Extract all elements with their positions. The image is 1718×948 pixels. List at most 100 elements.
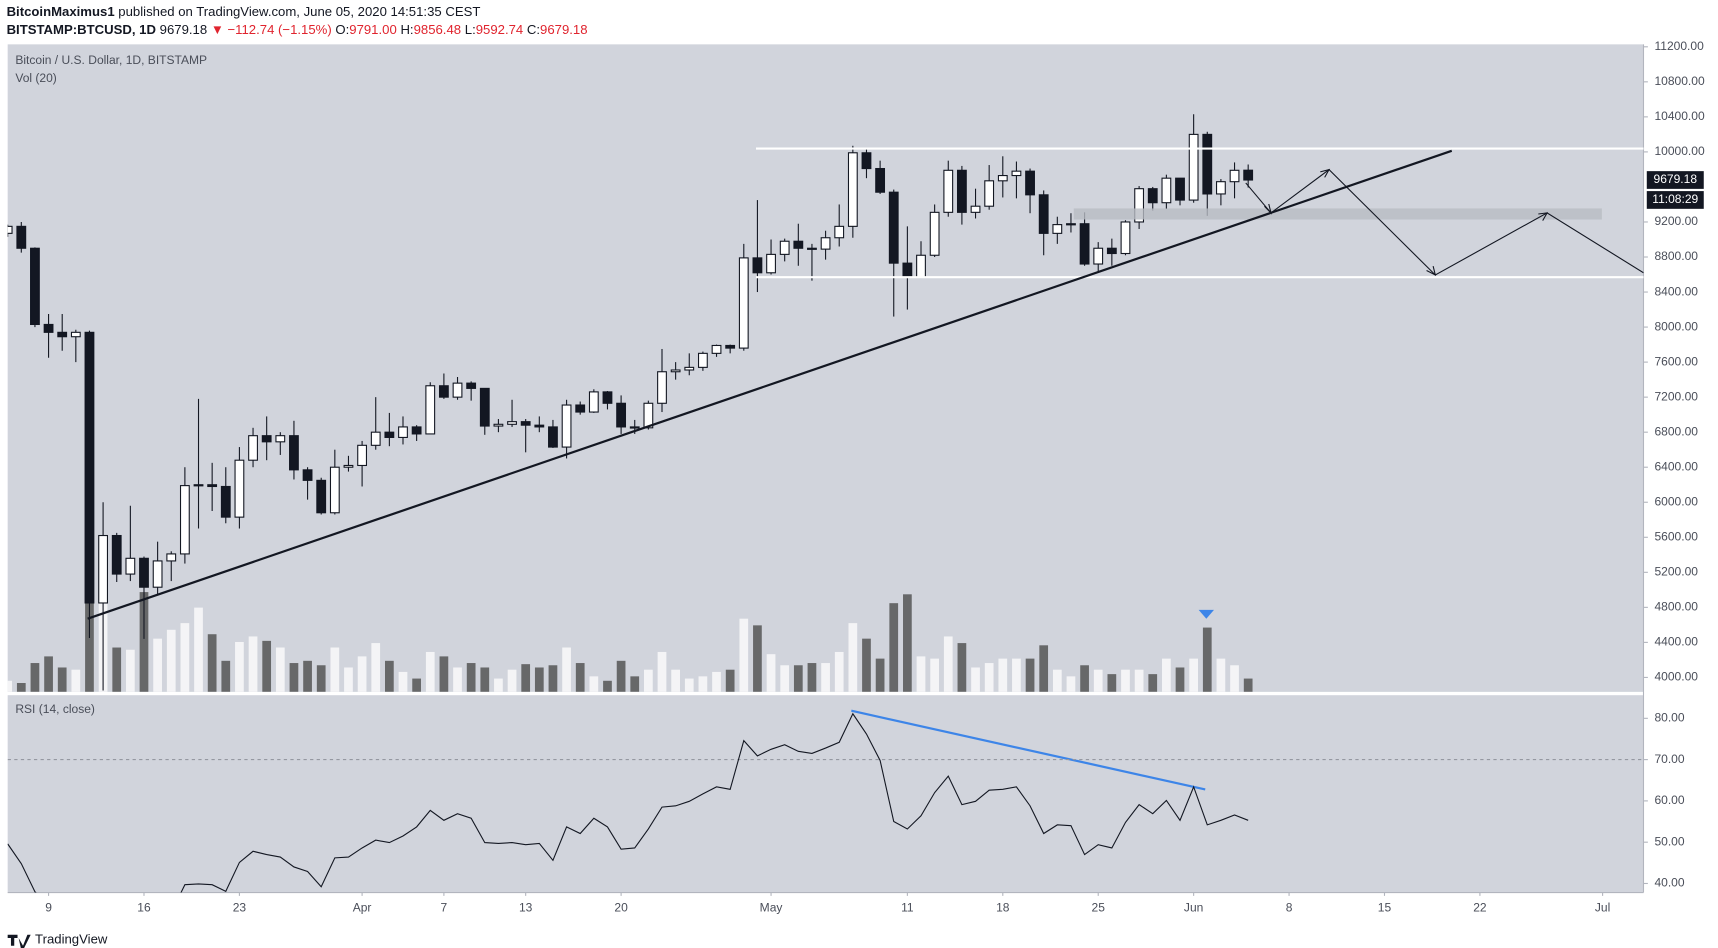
volume-bar [1148,674,1158,692]
volume-bar [848,623,858,692]
ohlc-l: 9592.74 [476,21,524,36]
candle-body [657,371,667,404]
candle-body [588,391,599,413]
y-tick-label: 10800.00 [1654,74,1704,88]
candle-body [466,382,477,389]
countdown-box [1646,191,1704,209]
volume-bar [480,667,490,692]
volume-bar [1025,658,1035,692]
volume-bar [30,663,40,692]
candle-body [725,344,736,349]
y-tick-label: 10400.00 [1654,109,1704,123]
volume-bar [125,649,135,692]
y-tick-label: 7600.00 [1654,354,1698,368]
x-tick-label: 15 [1378,900,1392,914]
y-tick-label: 6400.00 [1654,459,1698,473]
candle-body [711,344,722,354]
volume-bar [534,667,544,692]
volume-bar [548,665,558,692]
volume-bar [180,623,190,692]
candle-body [479,387,490,427]
candle-body [752,257,763,274]
volume-bar [1107,674,1117,692]
x-tick-label: 7 [441,900,448,914]
candle-body [1202,133,1213,195]
symbol: BITSTAMP:BTCUSD, 1D [7,21,156,36]
volume-bar [412,678,421,692]
candle-body [343,464,354,468]
candle-body [7,225,13,234]
candle-body [875,167,886,193]
candle-body [834,225,845,239]
volume-bar [739,618,749,692]
y-tick-label: 8800.00 [1654,249,1698,263]
x-tick-label: Apr [353,900,372,914]
ohlc-h-label: H: [400,21,413,36]
x-tick-label: 9 [45,900,52,914]
candle-body [452,382,463,398]
candle-body [493,423,504,427]
candle-body [398,426,408,438]
volume-bar [494,678,503,692]
candle-body [534,424,545,428]
volume-bar [834,651,844,692]
y-tick-label: 4000.00 [1654,670,1698,684]
rsi-tick-label: 60.00 [1654,793,1684,807]
volume-bar [630,676,640,692]
volume-bar [671,669,680,692]
candle-body [970,205,981,213]
candle-body [1161,177,1172,204]
volume-bar [657,651,667,692]
support-zone [1073,208,1602,220]
volume-bar [793,665,803,692]
y-tick-label: 8400.00 [1654,284,1698,298]
x-tick-label: 11 [901,900,914,914]
logo [7,934,31,948]
volume-bar [7,680,13,692]
axes-layer: 9 16 23 Apr 7 13 20 May 11 18 25 Jun 8 15 22 Jul 4000.00… [45,39,1705,914]
volume-bar [1093,669,1103,692]
volume-bar [262,640,272,692]
candle-body [697,352,708,368]
volume-bar [821,663,830,692]
candle-body [1066,223,1076,226]
volume-bar [1216,658,1226,692]
volume-bar [712,671,721,692]
volume-bar [1052,669,1062,692]
y-tick-label: 7200.00 [1654,389,1698,403]
candle-body [1147,188,1158,204]
y-tick-label: 4800.00 [1654,600,1698,614]
candle-body [275,435,286,443]
candle-body [57,331,68,338]
y-tick-label: 9200.00 [1654,214,1698,228]
candle-body [561,404,572,448]
volume-bar [575,663,585,692]
candle-body [1175,177,1185,201]
candle-body [1229,169,1240,183]
volume-bar [616,660,626,692]
volume-bar [303,660,312,692]
volume-bar [684,678,694,692]
last-price-box [1646,171,1704,189]
volume-bar [16,683,26,692]
candle-body [684,366,695,371]
x-tick-label: Jul [1595,900,1610,914]
volume-bar [1189,658,1199,692]
candle-body [793,240,804,249]
candle-body [1038,194,1049,234]
candle-body [779,240,790,255]
candle-body [425,385,436,435]
volume-bar [344,667,353,692]
candle-body [384,431,395,438]
candle-body [329,466,340,514]
y-tick-label: 6000.00 [1654,494,1698,508]
y-tick-label: 4400.00 [1654,635,1698,649]
volume-bar [1066,676,1076,692]
volume-bar [453,667,462,692]
rsi-tick-label: 40.00 [1654,876,1684,890]
candle-body [70,331,81,338]
header-line-2: BITSTAMP:BTCUSD, 1D 9679.18 ▼ −112.74 (−… [7,21,588,36]
candle-body [602,391,613,404]
candle-body [30,247,40,326]
volume-bar [371,643,381,692]
